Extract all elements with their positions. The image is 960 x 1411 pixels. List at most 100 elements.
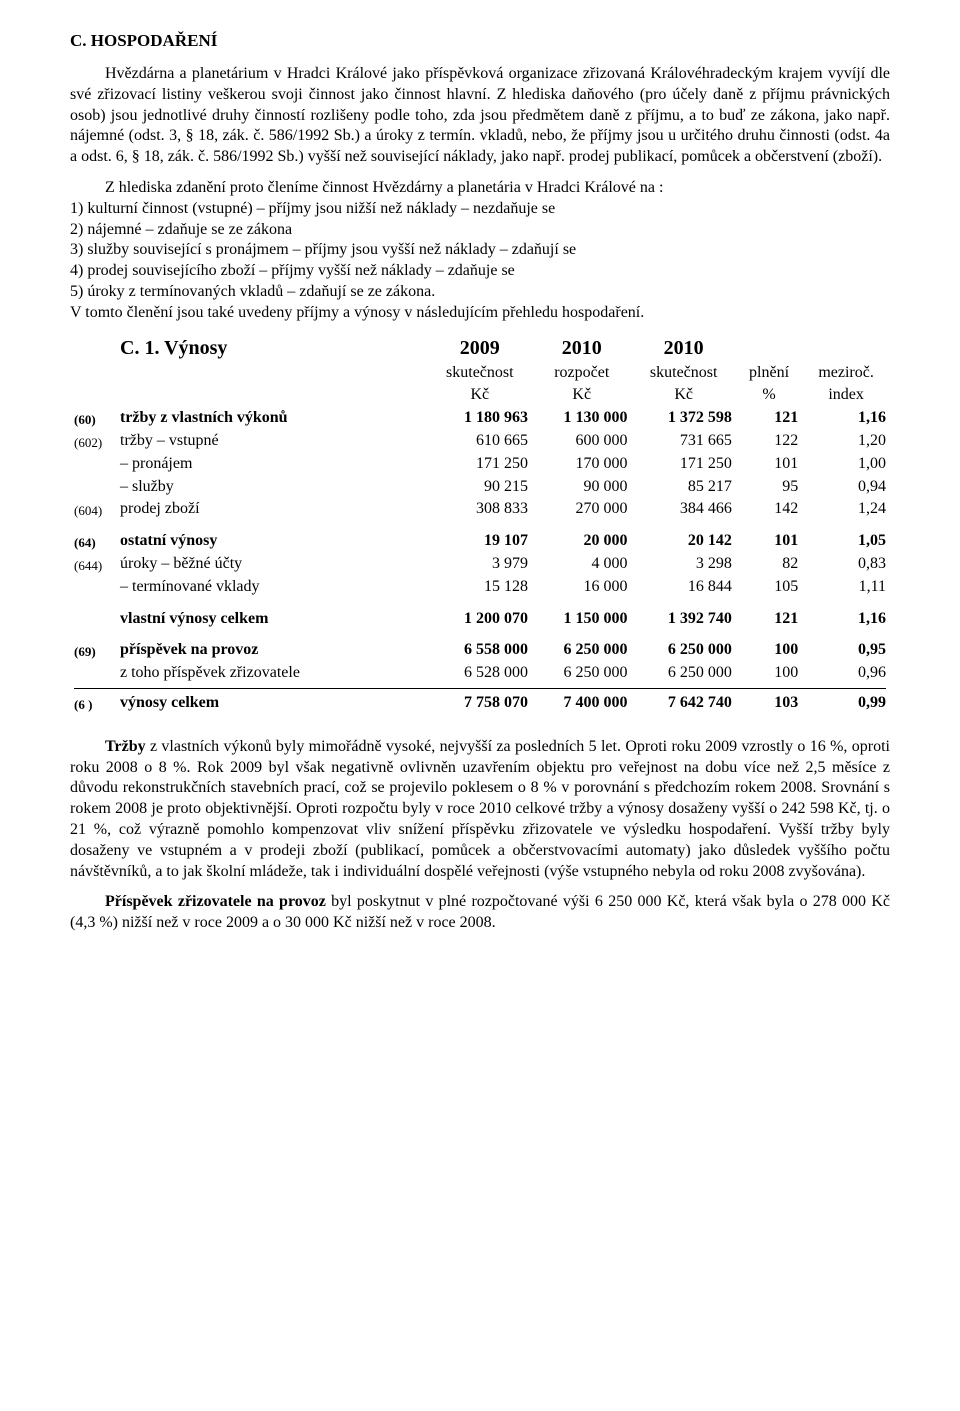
section-c-para2-lead: Z hlediska zdanění proto členíme činnost… [70, 178, 890, 199]
c1-sub-s1: skutečnost [428, 362, 532, 385]
c1-cell: 1,24 [802, 498, 890, 521]
c1-cell: 170 000 [532, 453, 631, 476]
c1-unit-u3: Kč [631, 384, 735, 407]
c1-col-y2: 2010 [532, 334, 631, 362]
c1-cell: 100 [736, 662, 802, 685]
c1-cell: 4 000 [532, 553, 631, 576]
c1-cell: 90 000 [532, 476, 631, 499]
c1-row: – služby90 21590 00085 217950,94 [70, 476, 890, 499]
c1-cell: 600 000 [532, 430, 631, 453]
section-c-list-item: 4) prodej souvisejícího zboží – příjmy v… [70, 261, 890, 282]
c1-cell: 1,05 [802, 521, 890, 553]
c1-table-wrap: C. 1. Výnosy 2009 2010 2010 skutečnost r… [70, 334, 890, 715]
c1-row: (69)příspěvek na provoz6 558 0006 250 00… [70, 630, 890, 662]
c1-cell: 6 250 000 [631, 630, 735, 662]
c1-cell: 0,94 [802, 476, 890, 499]
c1-cell: 101 [736, 453, 802, 476]
c1-sub-s3: skutečnost [631, 362, 735, 385]
c1-cell: 270 000 [532, 498, 631, 521]
c1-col-y1: 2009 [428, 334, 532, 362]
section-c-list-item: 1) kulturní činnost (vstupné) – příjmy j… [70, 199, 890, 220]
c1-row: (64)ostatní výnosy19 10720 00020 1421011… [70, 521, 890, 553]
c1-cell: (644) [70, 553, 116, 576]
c1-total-v4: 0,99 [802, 692, 890, 715]
c1-row: (602)tržby – vstupné610 665600 000731 66… [70, 430, 890, 453]
c1-cell: 95 [736, 476, 802, 499]
c1-cell: 82 [736, 553, 802, 576]
c1-cell: 1 392 740 [631, 599, 735, 631]
c1-cell: 15 128 [428, 576, 532, 599]
c1-cell: 171 250 [428, 453, 532, 476]
c1-cell: – služby [116, 476, 428, 499]
c1-cell: 0,96 [802, 662, 890, 685]
c1-cell: 1,11 [802, 576, 890, 599]
c1-cell [70, 453, 116, 476]
c1-cell: 6 250 000 [631, 662, 735, 685]
c1-cell: tržby – vstupné [116, 430, 428, 453]
c1-cell: 105 [736, 576, 802, 599]
c1-unit-u5: index [802, 384, 890, 407]
section-c-item-list: 1) kulturní činnost (vstupné) – příjmy j… [70, 199, 890, 303]
c1-cell: 101 [736, 521, 802, 553]
c1-cell: 3 298 [631, 553, 735, 576]
c1-cell: úroky – běžné účty [116, 553, 428, 576]
c1-cell: 1,00 [802, 453, 890, 476]
c1-cell: 121 [736, 599, 802, 631]
c1-cell [70, 576, 116, 599]
c1-cell: 1,20 [802, 430, 890, 453]
c1-row: – pronájem171 250170 000171 2501011,00 [70, 453, 890, 476]
c1-row: – termínované vklady15 12816 00016 84410… [70, 576, 890, 599]
section-c-list-item: 5) úroky z termínovaných vkladů – zdaňuj… [70, 282, 890, 303]
c1-cell: (64) [70, 521, 116, 553]
c1-cell: (604) [70, 498, 116, 521]
c1-total-v2: 7 642 740 [631, 692, 735, 715]
c1-cell: 3 979 [428, 553, 532, 576]
c1-cell: 121 [736, 407, 802, 430]
section-c-para3: V tomto členění jsou také uvedeny příjmy… [70, 303, 890, 324]
c1-cell: příspěvek na provoz [116, 630, 428, 662]
c1-cell: prodej zboží [116, 498, 428, 521]
c1-cell: 1,16 [802, 599, 890, 631]
c1-total-code: (6 ) [70, 692, 116, 715]
c1-cell: – pronájem [116, 453, 428, 476]
c1-cell: (602) [70, 430, 116, 453]
c1-heading: C. 1. Výnosy [116, 334, 428, 362]
section-c-para1: Hvězdárna a planetárium v Hradci Králové… [70, 64, 890, 168]
c1-table: C. 1. Výnosy 2009 2010 2010 skutečnost r… [70, 334, 890, 715]
c1-cell: 384 466 [631, 498, 735, 521]
c1-cell: 6 558 000 [428, 630, 532, 662]
c1-unit-u2: Kč [532, 384, 631, 407]
tail-p2-lead: Příspěvek zřizovatele na provoz [105, 893, 326, 910]
c1-total-v0: 7 758 070 [428, 692, 532, 715]
c1-cell: (60) [70, 407, 116, 430]
c1-cell: 16 000 [532, 576, 631, 599]
c1-sub-s4: plnění [736, 362, 802, 385]
c1-cell: 20 142 [631, 521, 735, 553]
c1-cell: 1 200 070 [428, 599, 532, 631]
c1-cell: 6 528 000 [428, 662, 532, 685]
c1-cell: 308 833 [428, 498, 532, 521]
c1-cell: 171 250 [631, 453, 735, 476]
c1-cell: 0,83 [802, 553, 890, 576]
c1-cell: 100 [736, 630, 802, 662]
c1-total-v3: 103 [736, 692, 802, 715]
c1-unit-u1: Kč [428, 384, 532, 407]
c1-col-y3: 2010 [631, 334, 735, 362]
c1-cell: 85 217 [631, 476, 735, 499]
c1-cell: 20 000 [532, 521, 631, 553]
c1-row: (604)prodej zboží308 833270 000384 46614… [70, 498, 890, 521]
c1-cell [70, 662, 116, 685]
c1-cell: vlastní výnosy celkem [116, 599, 428, 631]
c1-cell: 122 [736, 430, 802, 453]
c1-cell: 6 250 000 [532, 662, 631, 685]
section-c-list-item: 3) služby související s pronájmem – příj… [70, 240, 890, 261]
c1-cell: tržby z vlastních výkonů [116, 407, 428, 430]
tail-para1: Tržby z vlastních výkonů byly mimořádně … [70, 737, 890, 883]
c1-cell: 19 107 [428, 521, 532, 553]
c1-total-v1: 7 400 000 [532, 692, 631, 715]
section-c-heading: C. HOSPODAŘENÍ [70, 30, 890, 52]
c1-row: (644)úroky – běžné účty3 9794 0003 29882… [70, 553, 890, 576]
tail-p1-lead: Tržby [105, 738, 146, 755]
c1-cell: 1 130 000 [532, 407, 631, 430]
c1-cell: 90 215 [428, 476, 532, 499]
